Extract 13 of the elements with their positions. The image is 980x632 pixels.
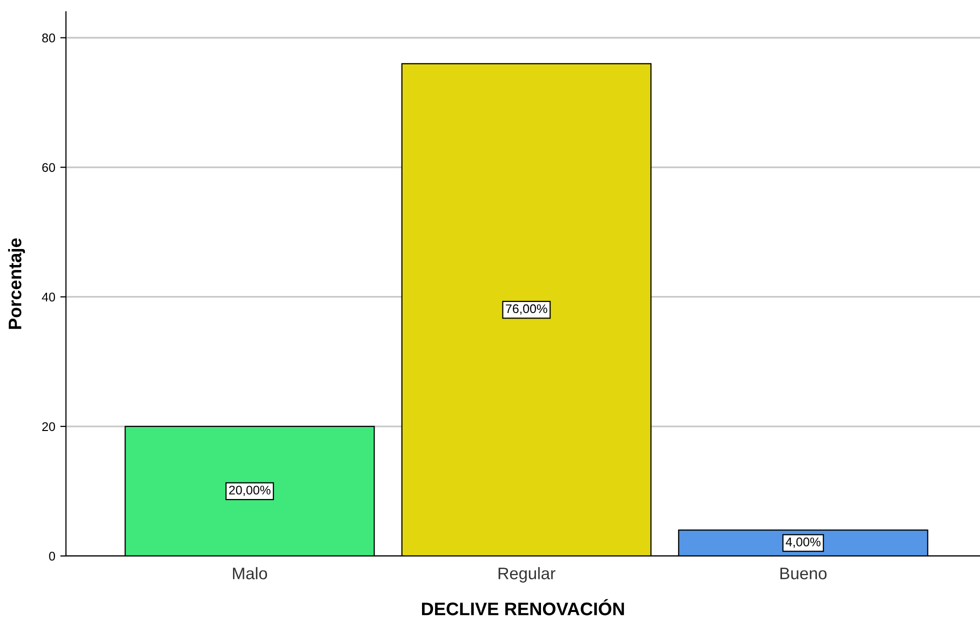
x-tick-label: Malo [233, 567, 268, 580]
y-tick-label: 0 [49, 552, 56, 561]
x-tick-label: Bueno [780, 568, 827, 580]
x-axis-title: DECLIVE RENOVACIÓN [422, 599, 624, 616]
y-tick-label: 20 [42, 422, 56, 432]
y-tick-label: 60 [42, 163, 56, 172]
data-label: 76,00% [506, 304, 548, 315]
x-tick-label: Regular [498, 567, 556, 583]
data-label: 4,00% [786, 538, 820, 548]
y-tick-label: 80 [42, 34, 56, 42]
y-axis-title: Porcentaje [8, 238, 25, 329]
y-tick-label: 40 [42, 292, 56, 302]
data-label: 20,00% [229, 486, 270, 496]
